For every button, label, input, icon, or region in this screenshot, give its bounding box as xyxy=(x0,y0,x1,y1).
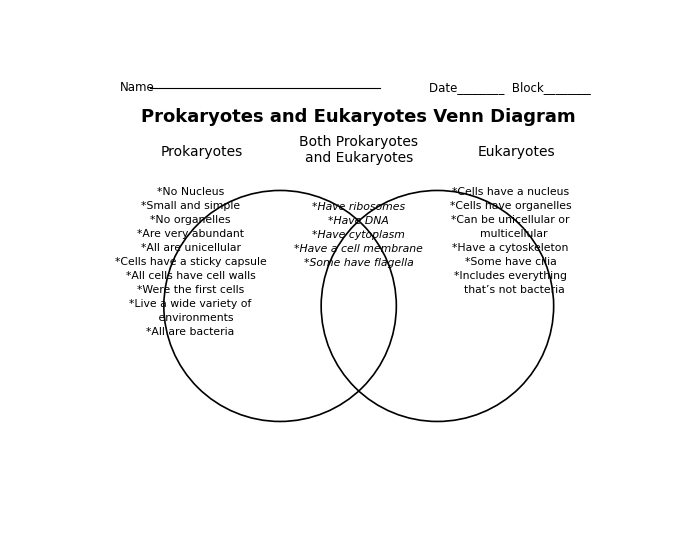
Text: *Cells have a nucleus
*Cells have organelles
*Can be unicellular or
  multicellu: *Cells have a nucleus *Cells have organe… xyxy=(450,187,571,295)
Text: Date________  Block________: Date________ Block________ xyxy=(429,81,591,94)
Text: Prokaryotes and Eukaryotes Venn Diagram: Prokaryotes and Eukaryotes Venn Diagram xyxy=(141,108,576,126)
Text: Eukaryotes: Eukaryotes xyxy=(477,145,555,159)
Text: Both Prokaryotes
and Eukaryotes: Both Prokaryotes and Eukaryotes xyxy=(300,135,419,165)
Text: *No Nucleus
*Small and simple
*No organelles
*Are very abundant
*All are unicell: *No Nucleus *Small and simple *No organe… xyxy=(115,187,267,338)
Text: Prokaryotes: Prokaryotes xyxy=(160,145,243,159)
Text: *Have ribosomes
*Have DNA
*Have cytoplasm
*Have a cell membrane
*Some have flage: *Have ribosomes *Have DNA *Have cytoplas… xyxy=(294,202,424,268)
Text: Name: Name xyxy=(120,81,155,94)
